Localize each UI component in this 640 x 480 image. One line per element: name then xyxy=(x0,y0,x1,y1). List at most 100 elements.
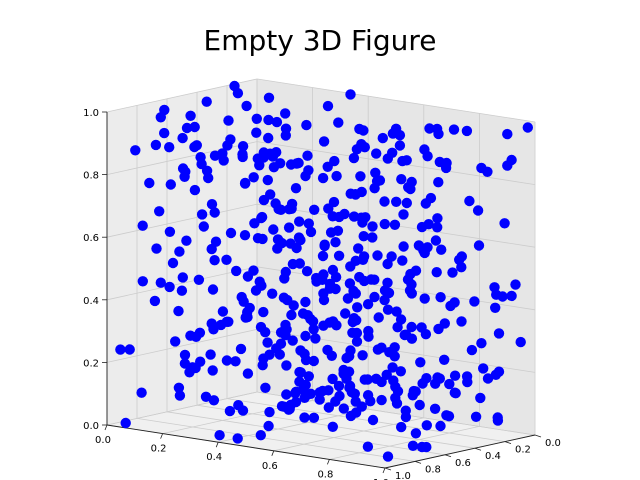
data-point xyxy=(231,265,242,277)
data-point xyxy=(389,219,401,230)
data-point xyxy=(290,183,302,194)
data-point xyxy=(338,364,349,376)
tick-labels: 0.0 0.2 0.4 0.6 0.8 1.0 0.0 0.2 0.4 0.6 0.8 1.0 0.0 0… xyxy=(83,108,561,480)
data-point xyxy=(466,344,478,356)
x-axis-line xyxy=(106,424,386,469)
data-point xyxy=(318,294,330,306)
data-point xyxy=(396,174,407,185)
data-point xyxy=(283,222,295,233)
y-tick-label: 0.8 xyxy=(425,464,441,475)
data-point xyxy=(497,291,508,302)
data-point xyxy=(173,305,184,317)
data-point xyxy=(332,225,344,236)
data-point xyxy=(363,331,374,342)
data-point xyxy=(367,221,378,232)
data-point xyxy=(439,354,450,365)
data-point xyxy=(275,338,287,349)
data-point xyxy=(214,430,225,441)
data-point xyxy=(302,310,313,321)
data-point xyxy=(324,278,336,290)
data-point xyxy=(493,366,505,377)
data-point xyxy=(352,302,363,313)
data-point xyxy=(254,276,265,287)
data-point xyxy=(254,160,265,171)
data-point xyxy=(384,347,395,358)
data-point xyxy=(522,122,533,133)
data-point xyxy=(398,241,409,252)
data-point xyxy=(351,327,363,339)
data-point xyxy=(436,244,447,255)
x-tick-mark xyxy=(104,424,108,431)
data-point xyxy=(475,392,486,404)
data-point xyxy=(268,224,279,235)
data-point xyxy=(388,375,399,386)
data-point xyxy=(348,285,359,297)
data-point xyxy=(473,240,485,251)
data-point xyxy=(357,254,369,265)
chart-title: Empty 3D Figure xyxy=(204,24,437,57)
data-point xyxy=(264,406,275,418)
data-point xyxy=(155,112,166,123)
data-point xyxy=(382,304,394,315)
data-point xyxy=(251,113,262,125)
data-point xyxy=(396,421,407,433)
y-tick-label: 1.0 xyxy=(395,471,411,480)
data-point xyxy=(448,124,460,135)
data-point xyxy=(201,96,212,107)
grid-line xyxy=(256,78,536,123)
data-point xyxy=(377,132,388,144)
data-point xyxy=(506,154,517,166)
data-point xyxy=(341,352,352,364)
data-point xyxy=(502,128,513,140)
data-point xyxy=(224,405,236,417)
data-point xyxy=(154,206,165,217)
data-point xyxy=(258,306,269,318)
data-point xyxy=(298,384,309,395)
data-point xyxy=(317,250,329,262)
data-point xyxy=(237,141,249,152)
data-point xyxy=(391,196,402,207)
y-tick-label: 0.2 xyxy=(515,445,531,456)
data-point xyxy=(206,199,218,210)
data-point xyxy=(164,142,175,153)
data-point xyxy=(155,277,166,288)
data-point xyxy=(232,433,243,444)
data-point xyxy=(319,239,330,250)
data-point xyxy=(398,209,409,220)
data-point xyxy=(176,285,188,296)
data-point xyxy=(287,335,298,346)
y-tick-mark xyxy=(414,461,422,464)
data-point xyxy=(262,337,273,348)
data-point xyxy=(360,212,371,223)
data-point xyxy=(303,371,314,382)
data-point xyxy=(351,315,362,326)
data-point xyxy=(366,274,377,285)
data-point xyxy=(248,265,259,276)
data-point xyxy=(429,403,441,414)
data-point xyxy=(327,264,339,276)
y-tick-label: 0.0 xyxy=(545,438,561,449)
data-point xyxy=(241,100,252,112)
data-point xyxy=(359,142,370,153)
data-point xyxy=(124,344,135,355)
data-point xyxy=(373,312,384,323)
data-point xyxy=(382,153,393,164)
x-tick-mark xyxy=(215,442,219,448)
data-point xyxy=(317,274,328,285)
data-point xyxy=(431,267,442,278)
data-point xyxy=(205,349,216,360)
data-point xyxy=(286,198,298,210)
data-point xyxy=(263,420,274,432)
data-point xyxy=(392,322,403,333)
data-point xyxy=(472,205,484,216)
x-tick-label: 0.8 xyxy=(317,469,333,480)
data-point xyxy=(180,166,191,177)
data-point xyxy=(333,117,344,128)
data-point xyxy=(414,399,425,411)
data-point xyxy=(218,155,229,166)
data-point xyxy=(464,195,475,207)
z-tick-label: 1.0 xyxy=(83,108,99,119)
data-point xyxy=(424,123,435,134)
data-point xyxy=(397,155,408,167)
data-point xyxy=(456,251,467,262)
